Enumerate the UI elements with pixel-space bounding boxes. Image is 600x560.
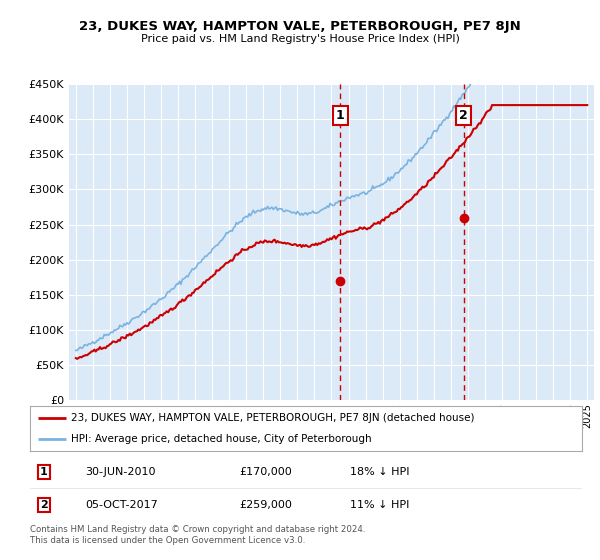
Text: HPI: Average price, detached house, City of Peterborough: HPI: Average price, detached house, City… [71, 433, 372, 444]
Text: 1: 1 [335, 109, 344, 122]
Text: £259,000: £259,000 [240, 500, 293, 510]
Text: 30-JUN-2010: 30-JUN-2010 [85, 466, 156, 477]
Text: 2: 2 [459, 109, 468, 122]
Text: £170,000: £170,000 [240, 466, 293, 477]
Text: 2: 2 [40, 500, 47, 510]
Text: Price paid vs. HM Land Registry's House Price Index (HPI): Price paid vs. HM Land Registry's House … [140, 34, 460, 44]
Text: 1: 1 [40, 466, 47, 477]
Text: 18% ↓ HPI: 18% ↓ HPI [350, 466, 410, 477]
Text: 11% ↓ HPI: 11% ↓ HPI [350, 500, 410, 510]
Text: Contains HM Land Registry data © Crown copyright and database right 2024.
This d: Contains HM Land Registry data © Crown c… [30, 525, 365, 545]
Text: 23, DUKES WAY, HAMPTON VALE, PETERBOROUGH, PE7 8JN: 23, DUKES WAY, HAMPTON VALE, PETERBOROUG… [79, 20, 521, 32]
Text: 05-OCT-2017: 05-OCT-2017 [85, 500, 158, 510]
Text: 23, DUKES WAY, HAMPTON VALE, PETERBOROUGH, PE7 8JN (detached house): 23, DUKES WAY, HAMPTON VALE, PETERBOROUG… [71, 413, 475, 423]
